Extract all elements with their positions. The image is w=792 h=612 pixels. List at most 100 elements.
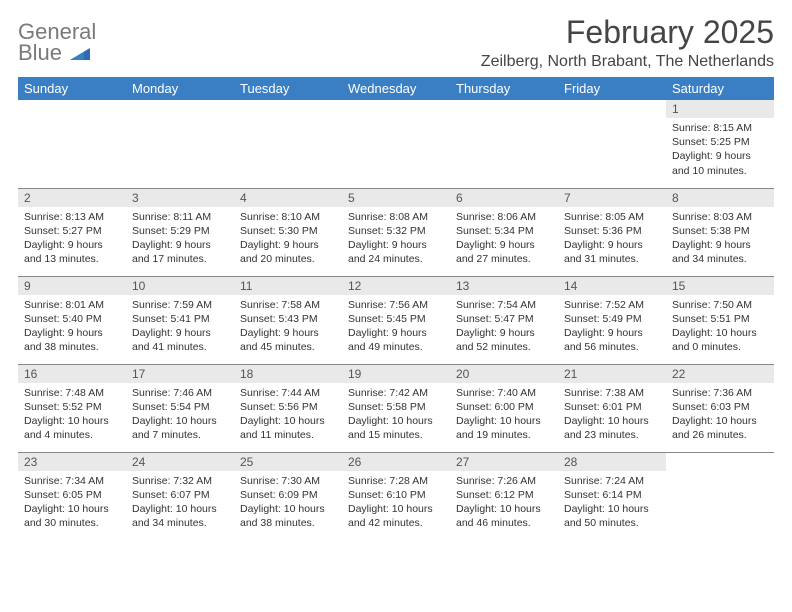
calendar-cell	[558, 100, 666, 188]
day-number: 15	[666, 277, 774, 295]
day-number: 20	[450, 365, 558, 383]
sunrise-text: Sunrise: 7:34 AM	[24, 474, 120, 488]
day-content: Sunrise: 7:52 AMSunset: 5:49 PMDaylight:…	[558, 295, 666, 359]
calendar-cell: 13Sunrise: 7:54 AMSunset: 5:47 PMDayligh…	[450, 276, 558, 364]
daylight-text: Daylight: 10 hours and 15 minutes.	[348, 414, 444, 442]
title-block: February 2025 Zeilberg, North Brabant, T…	[481, 14, 774, 71]
day-number: 8	[666, 189, 774, 207]
sunrise-text: Sunrise: 7:46 AM	[132, 386, 228, 400]
daylight-text: Daylight: 9 hours and 27 minutes.	[456, 238, 552, 266]
sunset-text: Sunset: 6:03 PM	[672, 400, 768, 414]
calendar-cell	[666, 452, 774, 540]
day-number: 6	[450, 189, 558, 207]
daylight-text: Daylight: 10 hours and 4 minutes.	[24, 414, 120, 442]
daylight-text: Daylight: 10 hours and 34 minutes.	[132, 502, 228, 530]
daylight-text: Daylight: 9 hours and 24 minutes.	[348, 238, 444, 266]
day-content: Sunrise: 8:15 AMSunset: 5:25 PMDaylight:…	[666, 118, 774, 182]
daylight-text: Daylight: 9 hours and 31 minutes.	[564, 238, 660, 266]
calendar-cell	[18, 100, 126, 188]
day-number: 19	[342, 365, 450, 383]
calendar-cell: 28 Sunrise: 7:24 AMSunset: 6:14 PMDayligh…	[558, 452, 666, 540]
sunrise-text: Sunrise: 8:10 AM	[240, 210, 336, 224]
sunset-text: Sunset: 6:05 PM	[24, 488, 120, 502]
sunrise-text: Sunrise: 7:58 AM	[240, 298, 336, 312]
day-number: 2	[18, 189, 126, 207]
calendar-cell	[126, 100, 234, 188]
weekday-header: Tuesday	[234, 77, 342, 100]
day-content: Sunrise: 7:36 AMSunset: 6:03 PMDaylight:…	[666, 383, 774, 447]
calendar-cell: 26Sunrise: 7:28 AMSunset: 6:10 PMDayligh…	[342, 452, 450, 540]
day-number: 28	[558, 453, 666, 471]
day-number: 24	[126, 453, 234, 471]
calendar-table: SundayMondayTuesdayWednesdayThursdayFrid…	[18, 77, 774, 540]
day-number: 22	[666, 365, 774, 383]
calendar-cell: 2Sunrise: 8:13 AMSunset: 5:27 PMDaylight…	[18, 188, 126, 276]
sunrise-text: Sunrise: 7:28 AM	[348, 474, 444, 488]
day-content: Sunrise: 7:40 AMSunset: 6:00 PMDaylight:…	[450, 383, 558, 447]
sunset-text: Sunset: 6:14 PM	[564, 488, 660, 502]
day-number: 10	[126, 277, 234, 295]
sunrise-text: Sunrise: 7:50 AM	[672, 298, 768, 312]
day-content: Sunrise: 7:48 AMSunset: 5:52 PMDaylight:…	[18, 383, 126, 447]
day-content: Sunrise: 7:56 AMSunset: 5:45 PMDaylight:…	[342, 295, 450, 359]
day-number: 17	[126, 365, 234, 383]
sunrise-text: Sunrise: 7:26 AM	[456, 474, 552, 488]
calendar-cell: 4Sunrise: 8:10 AMSunset: 5:30 PMDaylight…	[234, 188, 342, 276]
daylight-text: Daylight: 9 hours and 38 minutes.	[24, 326, 120, 354]
calendar-cell: 18Sunrise: 7:44 AMSunset: 5:56 PMDayligh…	[234, 364, 342, 452]
calendar-cell: 1Sunrise: 8:15 AMSunset: 5:25 PMDaylight…	[666, 100, 774, 188]
daylight-text: Daylight: 10 hours and 38 minutes.	[240, 502, 336, 530]
sunset-text: Sunset: 5:41 PM	[132, 312, 228, 326]
month-title: February 2025	[481, 14, 774, 51]
sunrise-text: Sunrise: 8:15 AM	[672, 121, 768, 135]
daylight-text: Daylight: 10 hours and 0 minutes.	[672, 326, 768, 354]
daylight-text: Daylight: 10 hours and 50 minutes.	[564, 502, 660, 530]
daylight-text: Daylight: 10 hours and 30 minutes.	[24, 502, 120, 530]
sunset-text: Sunset: 5:29 PM	[132, 224, 228, 238]
sunset-text: Sunset: 5:51 PM	[672, 312, 768, 326]
day-number: 12	[342, 277, 450, 295]
day-content: Sunrise: 7:26 AMSunset: 6:12 PMDaylight:…	[450, 471, 558, 535]
day-content: Sunrise: 8:01 AMSunset: 5:40 PMDaylight:…	[18, 295, 126, 359]
calendar-cell: 9Sunrise: 8:01 AMSunset: 5:40 PMDaylight…	[18, 276, 126, 364]
calendar-row: 23Sunrise: 7:34 AMSunset: 6:05 PMDayligh…	[18, 452, 774, 540]
sunset-text: Sunset: 6:00 PM	[456, 400, 552, 414]
day-content: Sunrise: 8:05 AMSunset: 5:36 PMDaylight:…	[558, 207, 666, 271]
weekday-header: Sunday	[18, 77, 126, 100]
day-number: 21	[558, 365, 666, 383]
sunset-text: Sunset: 6:10 PM	[348, 488, 444, 502]
sunset-text: Sunset: 5:30 PM	[240, 224, 336, 238]
calendar-cell: 20Sunrise: 7:40 AMSunset: 6:00 PMDayligh…	[450, 364, 558, 452]
weekday-header: Wednesday	[342, 77, 450, 100]
sunrise-text: Sunrise: 7:32 AM	[132, 474, 228, 488]
calendar-head: SundayMondayTuesdayWednesdayThursdayFrid…	[18, 77, 774, 100]
logo-mark-icon	[70, 43, 90, 64]
calendar-cell: 27Sunrise: 7:26 AMSunset: 6:12 PMDayligh…	[450, 452, 558, 540]
weekday-header: Thursday	[450, 77, 558, 100]
calendar-cell: 23 Sunrise: 7:34 AMSunset: 6:05 PMDayligh…	[18, 452, 126, 540]
daylight-text: Daylight: 9 hours and 49 minutes.	[348, 326, 444, 354]
day-content: Sunrise: 8:03 AMSunset: 5:38 PMDaylight:…	[666, 207, 774, 271]
sunset-text: Sunset: 5:45 PM	[348, 312, 444, 326]
weekday-header: Monday	[126, 77, 234, 100]
daylight-text: Daylight: 10 hours and 42 minutes.	[348, 502, 444, 530]
sunrise-text: Sunrise: 7:24 AM	[564, 474, 660, 488]
daylight-text: Daylight: 10 hours and 46 minutes.	[456, 502, 552, 530]
calendar-row: 16Sunrise: 7:48 AMSunset: 5:52 PMDayligh…	[18, 364, 774, 452]
sunrise-text: Sunrise: 7:44 AM	[240, 386, 336, 400]
calendar-cell: 7Sunrise: 8:05 AMSunset: 5:36 PMDaylight…	[558, 188, 666, 276]
calendar-cell	[234, 100, 342, 188]
day-number: 25	[234, 453, 342, 471]
sunrise-text: Sunrise: 7:59 AM	[132, 298, 228, 312]
sunset-text: Sunset: 5:58 PM	[348, 400, 444, 414]
day-number: 23	[18, 453, 126, 471]
day-number: 11	[234, 277, 342, 295]
daylight-text: Daylight: 9 hours and 34 minutes.	[672, 238, 768, 266]
day-number: 1	[666, 100, 774, 118]
sunrise-text: Sunrise: 8:13 AM	[24, 210, 120, 224]
day-number: 9	[18, 277, 126, 295]
calendar-cell: 3Sunrise: 8:11 AMSunset: 5:29 PMDaylight…	[126, 188, 234, 276]
sunset-text: Sunset: 5:36 PM	[564, 224, 660, 238]
day-content: Sunrise: 7:50 AMSunset: 5:51 PMDaylight:…	[666, 295, 774, 359]
calendar-cell: 15Sunrise: 7:50 AMSunset: 5:51 PMDayligh…	[666, 276, 774, 364]
